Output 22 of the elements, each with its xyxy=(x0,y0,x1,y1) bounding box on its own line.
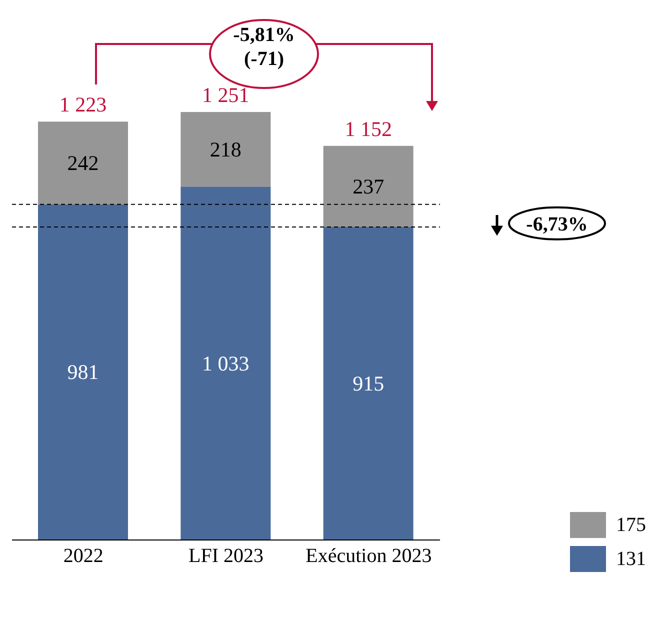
data-label: 237 xyxy=(352,174,384,198)
legend-label: 131 xyxy=(615,546,646,572)
total-label: 1 152 xyxy=(344,116,392,141)
data-label: 915 xyxy=(352,371,384,396)
legend-label: 175 xyxy=(615,512,646,538)
bar xyxy=(323,226,414,540)
x-tick-label: 2022 xyxy=(63,545,104,568)
data-label: 218 xyxy=(210,137,242,162)
data-label: 981 xyxy=(67,360,99,384)
total-label: 1 251 xyxy=(202,83,250,107)
text: -6,73% xyxy=(526,213,588,236)
bar xyxy=(38,122,128,204)
bar xyxy=(180,112,271,187)
data-label: 242 xyxy=(67,150,99,175)
x-tick-label: LFI 2023 xyxy=(188,545,264,568)
data-label: 1 033 xyxy=(202,351,250,376)
text: -5,81% (-71) xyxy=(233,24,295,70)
bar xyxy=(323,146,414,227)
bar xyxy=(180,186,271,540)
bar xyxy=(38,204,128,540)
total-label: 1 223 xyxy=(59,92,107,117)
x-tick-label: Exécution 2023 xyxy=(306,545,432,568)
